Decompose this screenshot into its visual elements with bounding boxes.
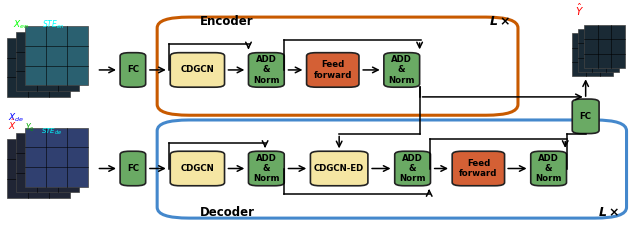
FancyBboxPatch shape xyxy=(170,151,225,186)
FancyBboxPatch shape xyxy=(248,53,284,87)
FancyBboxPatch shape xyxy=(25,26,88,85)
Text: FC: FC xyxy=(127,65,139,74)
FancyBboxPatch shape xyxy=(25,128,88,187)
FancyBboxPatch shape xyxy=(16,133,79,192)
Text: CDGCN-ED: CDGCN-ED xyxy=(314,164,364,173)
FancyBboxPatch shape xyxy=(7,139,70,198)
Text: Decoder: Decoder xyxy=(200,206,255,220)
Text: $\bfit{L}\times$: $\bfit{L}\times$ xyxy=(598,206,620,220)
FancyBboxPatch shape xyxy=(572,99,599,133)
FancyBboxPatch shape xyxy=(578,29,620,72)
FancyBboxPatch shape xyxy=(395,151,431,186)
FancyBboxPatch shape xyxy=(7,38,70,97)
FancyBboxPatch shape xyxy=(310,151,368,186)
Text: FC: FC xyxy=(127,164,139,173)
Text: Encoder: Encoder xyxy=(200,15,253,28)
Text: $\bfit{L}\times$: $\bfit{L}\times$ xyxy=(490,15,511,28)
Text: Feed
forward: Feed forward xyxy=(459,159,497,178)
FancyBboxPatch shape xyxy=(307,53,359,87)
FancyBboxPatch shape xyxy=(248,151,284,186)
Text: $\hat{X}$: $\hat{X}$ xyxy=(8,117,17,132)
Text: ADD
&
Norm: ADD & Norm xyxy=(536,154,562,183)
Text: ADD
&
Norm: ADD & Norm xyxy=(253,55,280,85)
Text: $Y_0$: $Y_0$ xyxy=(25,121,35,134)
FancyBboxPatch shape xyxy=(531,151,566,186)
Text: ADD
&
Norm: ADD & Norm xyxy=(388,55,415,85)
FancyBboxPatch shape xyxy=(120,151,146,186)
FancyBboxPatch shape xyxy=(16,32,79,91)
Text: $STE_{en}$: $STE_{en}$ xyxy=(42,19,65,31)
Text: FC: FC xyxy=(580,112,591,121)
Text: CDGCN: CDGCN xyxy=(180,65,214,74)
Text: CDGCN: CDGCN xyxy=(180,164,214,173)
Text: Feed
forward: Feed forward xyxy=(314,60,352,80)
FancyBboxPatch shape xyxy=(170,53,225,87)
Text: ADD
&
Norm: ADD & Norm xyxy=(399,154,426,183)
FancyBboxPatch shape xyxy=(572,33,613,76)
Text: $X_{en}$: $X_{en}$ xyxy=(13,18,29,31)
Text: $STE_{de}$: $STE_{de}$ xyxy=(41,127,62,137)
FancyBboxPatch shape xyxy=(584,25,625,68)
FancyBboxPatch shape xyxy=(384,53,420,87)
FancyBboxPatch shape xyxy=(452,151,504,186)
FancyBboxPatch shape xyxy=(120,53,146,87)
Text: $X_{de}$: $X_{de}$ xyxy=(8,112,24,124)
Text: $\hat{Y}$: $\hat{Y}$ xyxy=(575,2,584,18)
Text: ADD
&
Norm: ADD & Norm xyxy=(253,154,280,183)
